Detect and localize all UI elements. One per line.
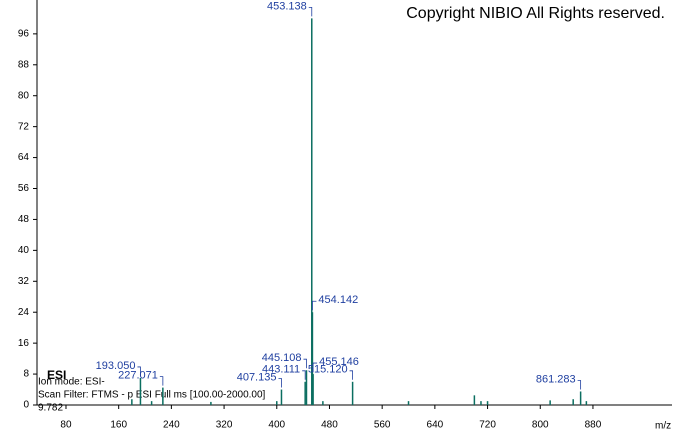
y-tick-label: 24	[18, 307, 30, 318]
peak-label: 445.108	[262, 352, 302, 364]
peak-label: 443.111	[262, 364, 300, 376]
x-tick-label: 880	[585, 420, 602, 431]
label-leader	[312, 300, 317, 311]
x-tick-label: 720	[479, 420, 496, 431]
x-axis-label: m/z	[655, 421, 671, 432]
label-leader	[577, 380, 582, 390]
x-tick-label: 160	[110, 420, 127, 431]
x-tick-label: 800	[532, 420, 549, 431]
x-tick-label: 80	[60, 420, 72, 431]
x-tick-label: 240	[163, 420, 180, 431]
y-tick-label: 8	[23, 369, 29, 380]
label-leader	[137, 366, 141, 376]
label-leader	[303, 358, 307, 369]
label-leader	[302, 370, 306, 380]
chart-title: Copyright NIBIO All Rights reserved.	[406, 5, 665, 22]
label-leader	[278, 378, 282, 388]
y-tick-label: 80	[18, 90, 30, 101]
annotation: ESI	[47, 368, 66, 382]
y-tick-label: 48	[18, 214, 30, 225]
y-tick-label: 88	[18, 59, 30, 70]
x-tick-label: 480	[321, 420, 338, 431]
peak-label: 227.071	[118, 370, 158, 382]
peak-label: 454.142	[318, 294, 358, 306]
label-leader	[349, 370, 354, 380]
label-leader	[308, 7, 313, 17]
peak-label: 453.138	[267, 0, 307, 12]
y-tick-label: 96	[18, 29, 30, 40]
label-leader	[159, 376, 164, 386]
y-tick-label: 64	[18, 152, 30, 163]
peak-label: 515.120	[308, 364, 348, 376]
peak-label: 455.146	[319, 356, 359, 368]
peak-label: 861.283	[536, 373, 576, 385]
peak-label: 407.135	[237, 371, 277, 383]
annotation: Scan Filter: FTMS - p ESI Full ms [100.0…	[38, 390, 266, 401]
y-tick-label: 56	[18, 183, 30, 194]
x-tick-label: 640	[427, 420, 444, 431]
y-tick-label: 40	[18, 245, 30, 256]
y-tick-label: 32	[18, 276, 30, 287]
label-leader	[312, 362, 318, 373]
y-tick-label: 16	[18, 338, 30, 349]
x-tick-label: 560	[374, 420, 391, 431]
annotation: 9.782	[38, 403, 63, 414]
y-tick-label: 72	[18, 121, 30, 132]
annotation: Ion mode: ESI-	[38, 377, 105, 388]
peak-label: 193.050	[96, 360, 136, 372]
x-tick-label: 320	[216, 420, 233, 431]
y-tick-label: 0	[23, 400, 29, 411]
x-tick-label: 400	[268, 420, 285, 431]
